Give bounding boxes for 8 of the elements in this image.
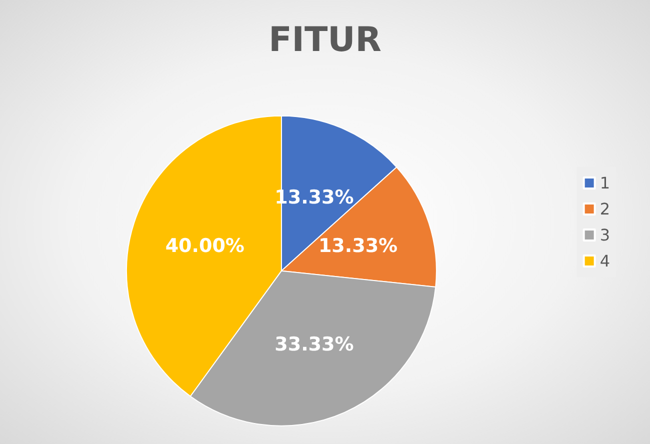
data-label: 40.00% [165, 234, 244, 257]
legend-label: 4 [600, 252, 610, 270]
legend-label: 3 [600, 226, 610, 244]
data-label: 33.33% [274, 333, 354, 356]
legend-label: 2 [600, 200, 610, 218]
chart-title: FITUR [268, 20, 382, 60]
data-label: 13.33% [318, 234, 398, 257]
legend-label: 1 [600, 174, 610, 192]
